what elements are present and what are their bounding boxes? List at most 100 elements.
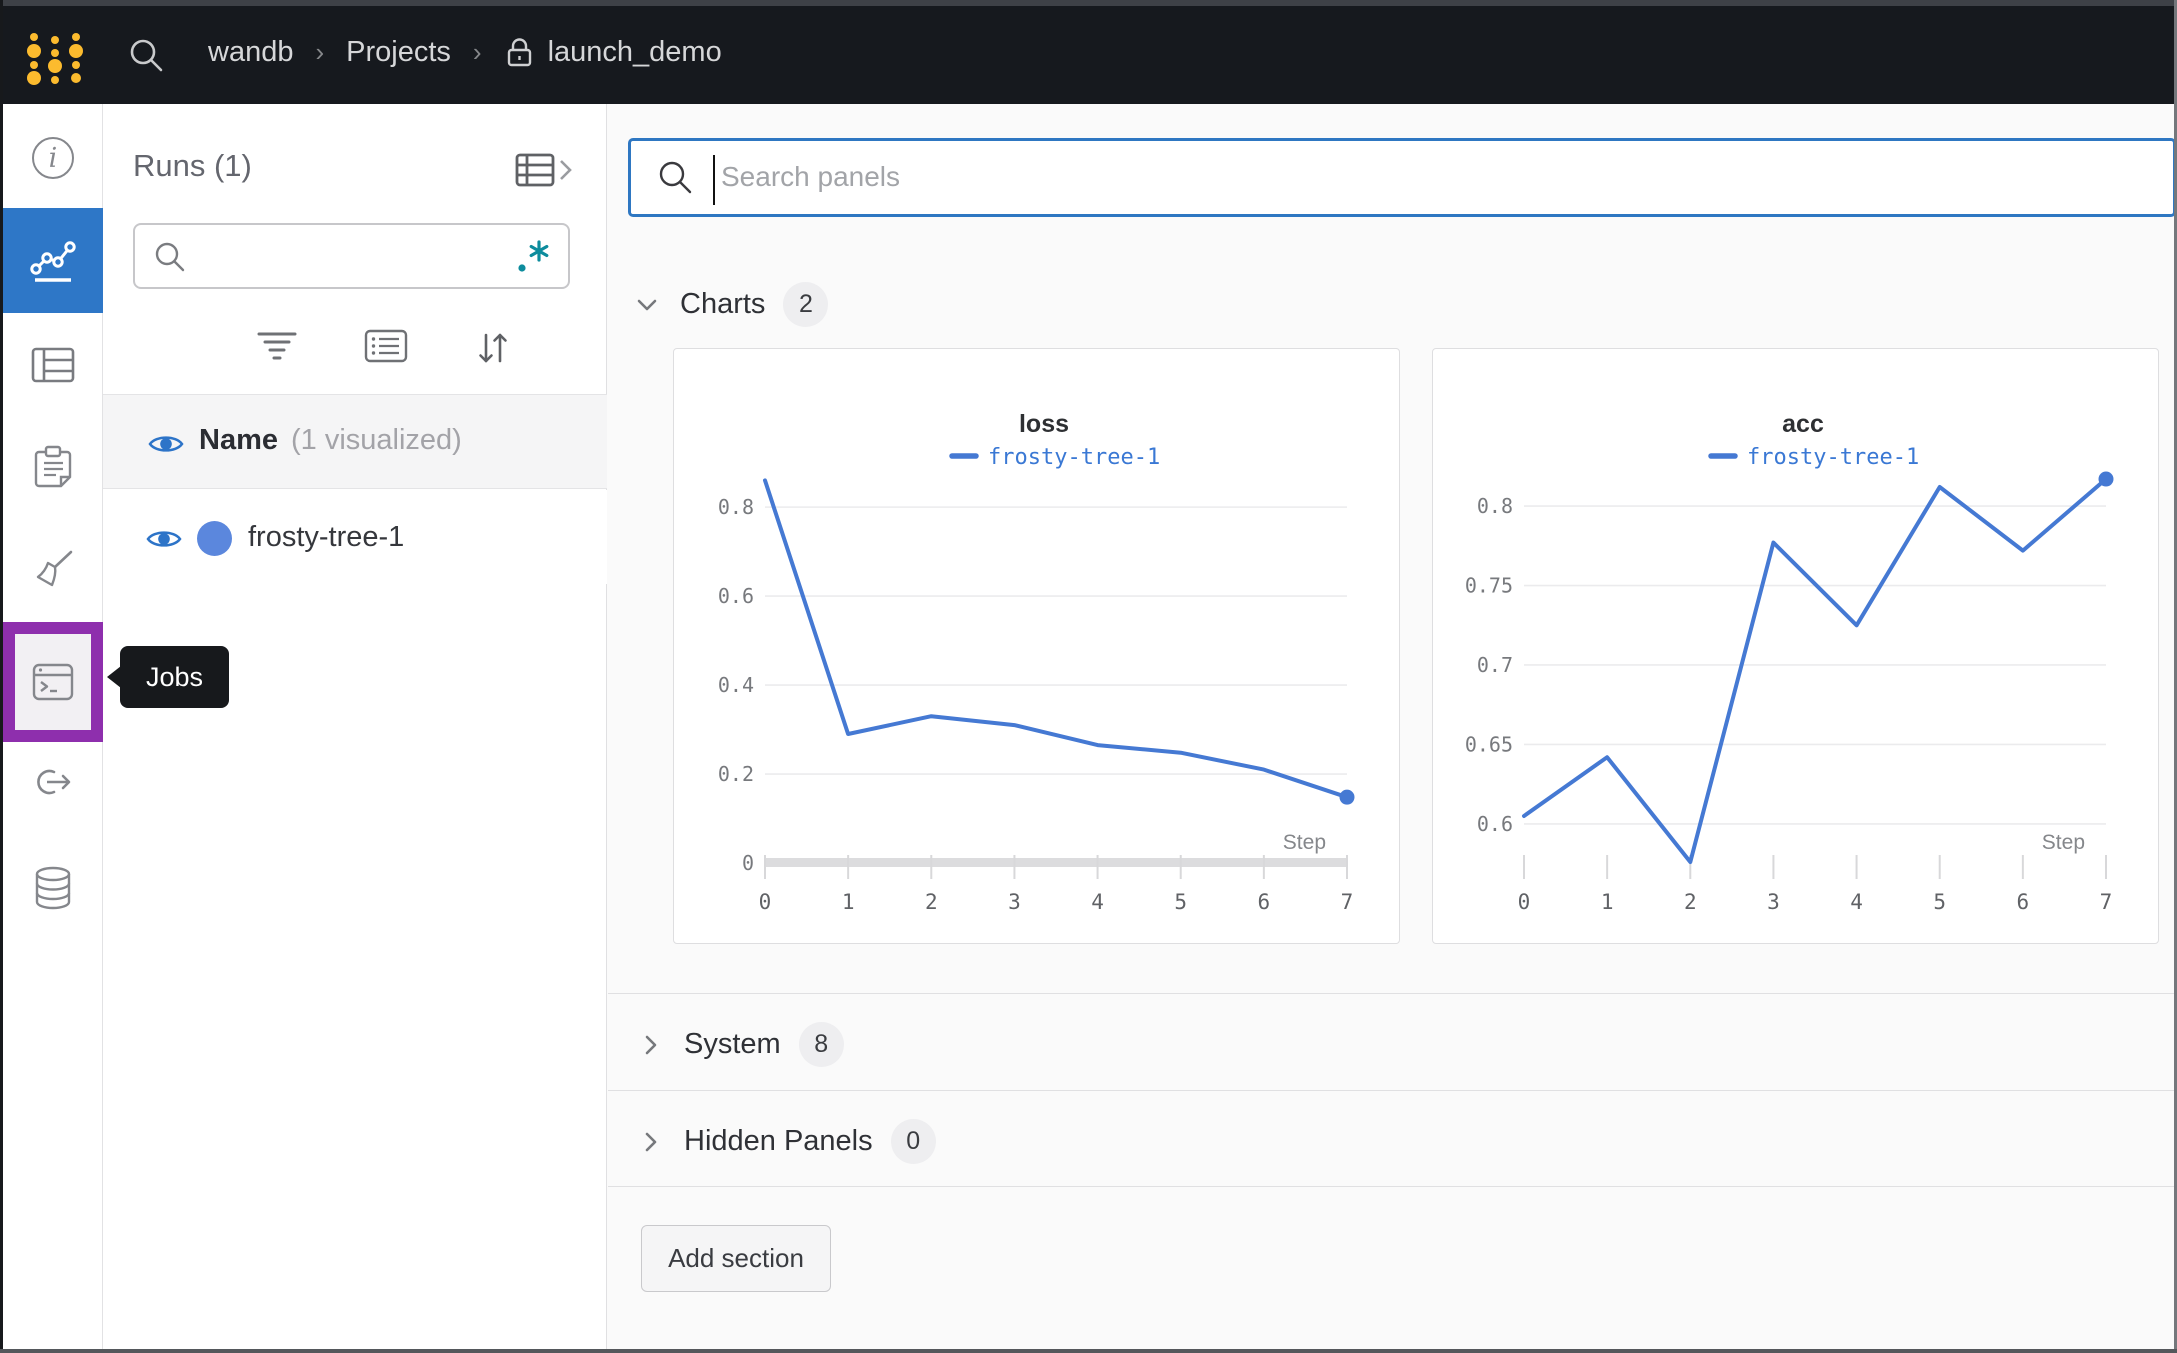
jobs-icon [32,663,74,701]
jobs-tooltip: Jobs [120,646,230,708]
svg-text:0.7: 0.7 [1477,653,1513,677]
svg-text:acc: acc [1782,410,1824,438]
charts-section-header[interactable]: Charts 2 [632,282,829,327]
breadcrumb-separator: › [472,36,482,67]
hidden-panels-section-label[interactable]: Hidden Panels [684,1125,873,1157]
svg-text:0.6: 0.6 [718,584,754,608]
acc-line-chart[interactable]: 0.6 0.65 0.7 0.75 0.8 0 1 2 3 4 5 6 7 Step acc frosty-t… [1433,349,2160,945]
runs-search-input[interactable] [201,227,501,285]
filter-icon[interactable] [255,328,299,364]
project-sidebar: i [3,104,103,1349]
sidebar-item-launch[interactable] [3,746,103,818]
svg-text:7: 7 [2100,890,2113,914]
svg-text:4: 4 [1850,890,1863,914]
sidebar-item-jobs[interactable] [3,622,103,742]
charts-count-badge: 2 [783,282,829,327]
workspace: Charts 2 0 0.2 0.4 0.6 0.8 0 1 2 3 4 5 6 7 Step loss fr… [608,104,2176,1349]
window-border [0,0,3,1353]
runs-column-header[interactable]: Name [199,424,278,456]
svg-text:Step: Step [2042,831,2085,854]
svg-text:0.4: 0.4 [718,673,754,697]
hidden-panels-count-badge: 0 [890,1119,936,1164]
system-count-badge: 8 [798,1022,844,1067]
svg-text:3: 3 [1767,890,1780,914]
search-icon [155,242,185,272]
svg-text:0: 0 [742,851,754,875]
sidebar-item-overview[interactable]: i [3,122,103,194]
acc-chart-panel[interactable]: 0.6 0.65 0.7 0.75 0.8 0 1 2 3 4 5 6 7 Step acc frosty-t… [1432,348,2159,944]
run-name[interactable]: frosty-tree-1 [248,521,405,553]
svg-text:4: 4 [1091,890,1104,914]
svg-text:2: 2 [1684,890,1697,914]
regex-icon[interactable] [512,237,554,279]
chevron-right-icon[interactable] [636,1127,666,1157]
runs-panel: Runs (1) [103,104,607,1349]
add-section-button[interactable]: Add section [641,1225,831,1292]
svg-text:3: 3 [1008,890,1021,914]
breadcrumb-entity[interactable]: wandb [208,35,294,68]
hidden-panels-section-header[interactable]: Hidden Panels 0 [636,1119,936,1164]
sweeps-icon [36,550,73,587]
svg-text:0.2: 0.2 [718,762,754,786]
svg-text:0.6: 0.6 [1477,812,1513,836]
svg-text:0.65: 0.65 [1465,732,1513,756]
sort-icon[interactable] [471,328,515,368]
window-border [0,1349,2177,1353]
svg-text:1: 1 [842,890,855,914]
notes-icon [34,445,72,488]
window-border [0,0,2177,6]
wandb-logo-icon[interactable] [22,20,88,86]
svg-text:frosty-tree-1: frosty-tree-1 [1747,445,1919,470]
global-search-icon[interactable] [127,36,167,76]
svg-text:0.8: 0.8 [718,495,754,519]
expand-runs-table-button[interactable] [513,150,575,190]
table-expand-icon [515,153,572,187]
svg-text:0: 0 [759,890,772,914]
runs-search-box [133,223,570,289]
charts-icon [30,240,76,282]
panel-search-box [628,138,2176,217]
divider [608,1186,2174,1187]
svg-text:0.8: 0.8 [1477,494,1513,518]
jobs-tooltip-label: Jobs [146,661,204,692]
svg-text:0: 0 [1518,890,1531,914]
sidebar-item-charts[interactable] [3,208,103,313]
sidebar-item-artifacts[interactable] [3,852,103,924]
launch-icon [37,769,71,795]
eye-icon[interactable] [147,431,185,457]
list-view-icon[interactable] [363,328,409,364]
chevron-down-icon[interactable] [632,290,662,320]
runs-panel-title: Runs (1) [133,148,252,183]
svg-text:5: 5 [1174,890,1187,914]
run-row[interactable]: frosty-tree-1 [103,490,607,584]
artifacts-icon [35,866,71,910]
svg-text:Step: Step [1283,831,1326,854]
sidebar-item-sweeps[interactable] [3,534,103,606]
loss-line-chart[interactable]: 0 0.2 0.4 0.6 0.8 0 1 2 3 4 5 6 7 Step loss frosty-tree… [674,349,1401,945]
svg-text:7: 7 [1341,890,1354,914]
sidebar-item-tables[interactable] [3,329,103,401]
sidebar-item-notes[interactable] [3,431,103,503]
system-section-header[interactable]: System 8 [636,1022,844,1067]
svg-text:frosty-tree-1: frosty-tree-1 [988,445,1160,470]
svg-text:1: 1 [1601,890,1614,914]
run-color-dot[interactable] [197,521,232,556]
runs-toolbar [103,314,607,394]
divider [608,993,2174,994]
panel-search-input[interactable] [721,145,2121,209]
charts-section-label[interactable]: Charts [680,288,766,320]
svg-text:2: 2 [925,890,938,914]
info-icon: i [32,137,74,179]
system-section-label[interactable]: System [684,1028,781,1060]
runs-header-row: Name (1 visualized) [103,395,607,489]
svg-text:i: i [49,143,58,174]
text-caret [713,155,715,205]
breadcrumb-project-name[interactable]: launch_demo [547,35,722,68]
loss-chart-panel[interactable]: 0 0.2 0.4 0.6 0.8 0 1 2 3 4 5 6 7 Step loss frosty-tree… [673,348,1400,944]
visualized-count: (1 visualized) [291,424,462,456]
svg-text:loss: loss [1019,410,1069,438]
chevron-right-icon[interactable] [636,1030,666,1060]
breadcrumb-projects[interactable]: Projects [346,35,451,68]
eye-icon[interactable] [145,526,183,552]
